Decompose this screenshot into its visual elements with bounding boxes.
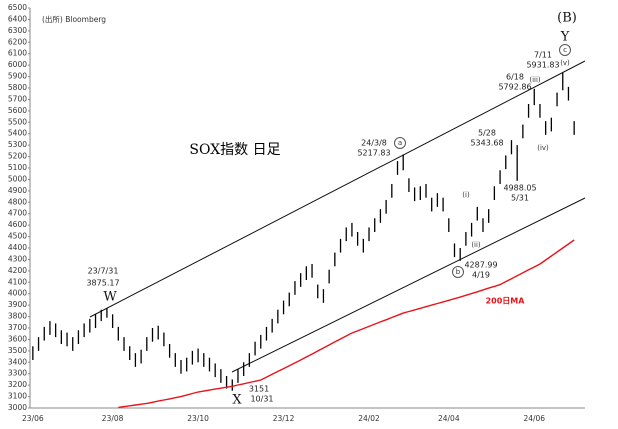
series-label: 200日MA	[486, 297, 526, 306]
y-tick-label: 5700	[8, 94, 27, 103]
y-tick-label: 5200	[8, 152, 27, 161]
point-value: 3875.17	[86, 279, 119, 288]
point-value: 3151	[249, 385, 269, 394]
y-tick-label: 3300	[8, 369, 27, 378]
y-tick-label: 3100	[8, 392, 27, 401]
chart-title: SOX指数 日足	[189, 142, 280, 158]
point-date: 23/7/31	[88, 267, 119, 276]
y-tick-label: 5100	[8, 163, 27, 172]
y-tick-label: 5800	[8, 83, 27, 92]
y-tick-label: 6500	[8, 3, 27, 12]
x-tick-label: 24/06	[523, 414, 545, 423]
point-value: 5343.68	[470, 139, 503, 148]
wave-label: (ii)	[471, 241, 481, 249]
point-date: 5/28	[478, 129, 496, 138]
y-tick-label: 3700	[8, 323, 27, 332]
point-date: 5/31	[511, 194, 529, 203]
point-value: 5792.86	[498, 83, 531, 92]
y-tick-label: 4800	[8, 197, 27, 206]
wave-label: a	[398, 139, 402, 147]
point-value: 4988.05	[503, 184, 536, 193]
y-tick-label: 6000	[8, 60, 27, 69]
wave-label: (B)	[557, 11, 577, 26]
wave-label: b	[456, 268, 461, 276]
y-tick-label: 4300	[8, 254, 27, 263]
ma-line	[118, 239, 575, 409]
point-value: 5217.83	[357, 149, 390, 158]
y-tick-label: 5500	[8, 117, 27, 126]
y-tick-label: 3000	[8, 403, 27, 412]
wave-label: W	[103, 290, 117, 305]
channel-lower	[231, 197, 586, 373]
wave-label: (iii)	[529, 76, 541, 84]
x-tick-label: 23/06	[22, 414, 44, 423]
wave-label: (i)	[462, 191, 470, 199]
source: (出所) Bloomberg	[42, 14, 106, 24]
y-tick-label: 4900	[8, 186, 27, 195]
y-tick-label: 6300	[8, 26, 27, 35]
x-tick-label: 24/04	[438, 414, 460, 423]
y-tick-label: 4400	[8, 243, 27, 252]
point-date: 10/31	[250, 395, 273, 404]
x-tick-label: 24/02	[358, 414, 380, 423]
circle	[452, 266, 464, 278]
point-value: 5931.83	[526, 61, 559, 70]
y-tick-label: 5300	[8, 140, 27, 149]
y-tick-label: 5900	[8, 72, 27, 81]
x-tick-label: 23/12	[273, 414, 295, 423]
wave-label: (v)	[560, 59, 570, 67]
x-tick-label: 23/10	[187, 414, 209, 423]
channel-upper	[89, 60, 586, 318]
wave-label: c	[563, 46, 567, 54]
y-tick-label: 4600	[8, 220, 27, 229]
point-date: 24/3/8	[361, 139, 387, 148]
point-value: 4287.99	[464, 261, 497, 270]
wave-label: Y	[560, 30, 570, 45]
circle	[559, 44, 571, 56]
x-tick-label: 23/08	[102, 414, 124, 423]
y-tick-label: 4200	[8, 266, 27, 275]
circle	[394, 137, 406, 149]
y-tick-label: 4500	[8, 232, 27, 241]
y-tick-label: 4000	[8, 289, 27, 298]
y-tick-label: 5600	[8, 106, 27, 115]
y-tick-label: 3500	[8, 346, 27, 355]
y-tick-label: 5400	[8, 129, 27, 138]
y-tick-label: 4700	[8, 209, 27, 218]
point-date: 6/18	[506, 73, 524, 82]
wave-label: X	[232, 393, 242, 408]
y-tick-label: 6200	[8, 37, 27, 46]
y-tick-label: 5000	[8, 174, 27, 183]
point-date: 4/19	[472, 271, 490, 280]
y-tick-label: 3900	[8, 300, 27, 309]
y-tick-label: 3200	[8, 380, 27, 389]
wave-label: (iv)	[537, 144, 549, 152]
y-tick-label: 6100	[8, 49, 27, 58]
y-tick-label: 6400	[8, 14, 27, 23]
y-tick-label: 3800	[8, 312, 27, 321]
y-tick-label: 3400	[8, 357, 27, 366]
y-tick-label: 4100	[8, 277, 27, 286]
point-date: 7/11	[534, 51, 552, 60]
y-tick-label: 3600	[8, 334, 27, 343]
